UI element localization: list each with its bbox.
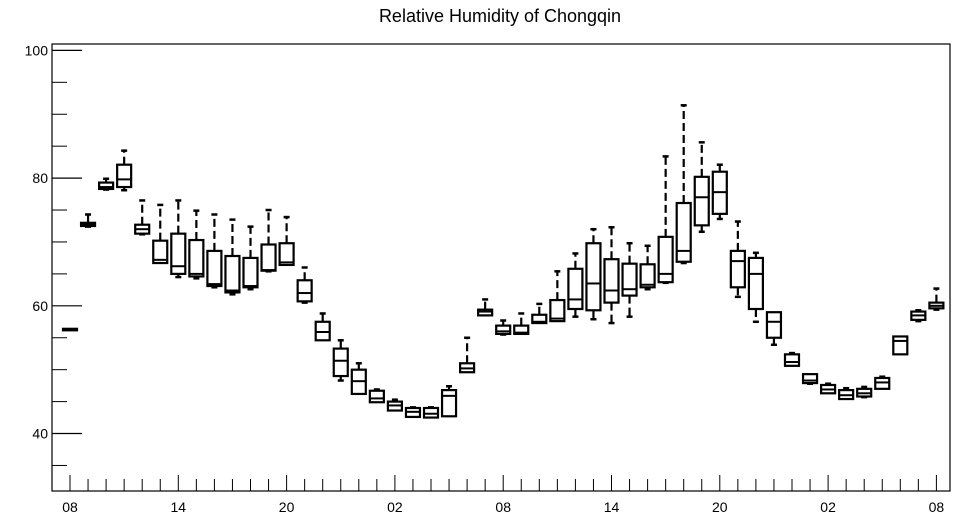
iqr-box xyxy=(368,389,385,404)
iqr-box xyxy=(296,279,313,303)
iqr-box xyxy=(747,256,765,311)
box-plot xyxy=(296,266,313,304)
x-tick-label: 02 xyxy=(820,499,836,515)
iqr-box xyxy=(639,263,656,289)
x-tick-label: 14 xyxy=(171,499,187,515)
box-plot xyxy=(350,362,367,396)
axes: 40 60 80 100 08 14 20 02 08 14 20 02 08 xyxy=(25,42,945,515)
x-tick-label: 14 xyxy=(604,499,620,515)
x-tick-label: 08 xyxy=(495,499,511,515)
box-plot xyxy=(332,339,349,382)
box-plot xyxy=(711,163,728,221)
iqr-box xyxy=(170,232,187,275)
box-plot xyxy=(242,225,259,291)
box-plot xyxy=(206,213,223,289)
box-plot xyxy=(134,199,151,236)
box-plot xyxy=(368,388,385,404)
box-plot xyxy=(621,241,638,318)
box-plot xyxy=(657,155,674,285)
box-plot xyxy=(874,375,891,390)
box-plot xyxy=(910,309,927,323)
iqr-box xyxy=(260,243,277,272)
box-plot xyxy=(693,141,710,233)
box-plot xyxy=(386,398,403,412)
boxes-layer xyxy=(61,104,945,419)
iqr-box xyxy=(188,238,205,278)
box-plot xyxy=(459,336,476,374)
iqr-box xyxy=(675,201,692,263)
iqr-box xyxy=(513,324,530,336)
x-tick-label: 20 xyxy=(712,499,728,515)
box-plot xyxy=(513,312,530,336)
box-plot xyxy=(495,319,512,336)
iqr-box xyxy=(97,181,115,191)
box-plot xyxy=(170,199,187,279)
box-plot xyxy=(61,327,79,332)
iqr-box xyxy=(567,267,584,311)
box-plot xyxy=(747,251,765,324)
box-plot xyxy=(224,218,241,296)
x-tick-label: 20 xyxy=(279,499,295,515)
box-plot xyxy=(801,373,819,385)
iqr-box xyxy=(224,254,241,294)
iqr-box xyxy=(152,239,169,265)
iqr-box xyxy=(206,249,223,288)
y-tick-label: 40 xyxy=(32,426,48,442)
iqr-box xyxy=(729,249,746,289)
iqr-box xyxy=(693,175,710,227)
box-plot xyxy=(892,335,909,356)
iqr-box xyxy=(495,324,512,336)
box-plot xyxy=(116,149,133,192)
box-plot xyxy=(549,270,566,323)
box-plot xyxy=(838,386,855,401)
iqr-box xyxy=(657,235,674,284)
box-plot xyxy=(278,215,295,267)
box-plot xyxy=(603,226,620,325)
box-plot xyxy=(729,220,746,299)
box-plot xyxy=(531,302,548,325)
y-tick-label: 60 xyxy=(32,298,48,314)
iqr-box xyxy=(242,256,259,289)
box-plot xyxy=(567,252,584,318)
iqr-box xyxy=(116,163,133,189)
iqr-box xyxy=(440,389,458,418)
box-plot xyxy=(639,244,656,291)
x-tick-label: 08 xyxy=(929,499,945,515)
iqr-box xyxy=(531,313,548,325)
chart-title: Relative Humidity of Chongqin xyxy=(379,6,621,26)
x-tick-label: 02 xyxy=(387,499,403,515)
box-plot xyxy=(585,227,602,321)
box-plot xyxy=(856,385,873,399)
plot-frame xyxy=(51,43,951,492)
box-plot xyxy=(819,382,837,395)
iqr-box xyxy=(278,242,295,267)
box-plot xyxy=(152,203,169,265)
box-plot xyxy=(477,298,494,317)
box-plot xyxy=(79,213,97,228)
box-plot xyxy=(260,208,277,273)
x-tick-label: 08 xyxy=(62,499,78,515)
iqr-box xyxy=(892,335,909,356)
box-plot xyxy=(314,312,331,342)
box-plot xyxy=(675,104,692,265)
iqr-box xyxy=(783,353,801,367)
iqr-box xyxy=(332,347,349,378)
iqr-box xyxy=(621,262,638,297)
box-plot xyxy=(783,351,801,367)
iqr-box xyxy=(549,298,566,323)
iqr-box xyxy=(603,258,620,304)
y-tick-label: 100 xyxy=(25,42,49,58)
iqr-box xyxy=(801,373,819,385)
box-plot xyxy=(404,406,422,419)
box-plot xyxy=(97,177,115,191)
y-tick-label: 80 xyxy=(32,170,48,186)
box-plot xyxy=(765,311,783,347)
box-plot xyxy=(440,385,458,418)
box-plot xyxy=(422,406,440,419)
box-plot xyxy=(928,287,945,311)
iqr-box xyxy=(585,242,602,312)
iqr-box xyxy=(765,311,783,339)
box-plot xyxy=(188,209,205,280)
